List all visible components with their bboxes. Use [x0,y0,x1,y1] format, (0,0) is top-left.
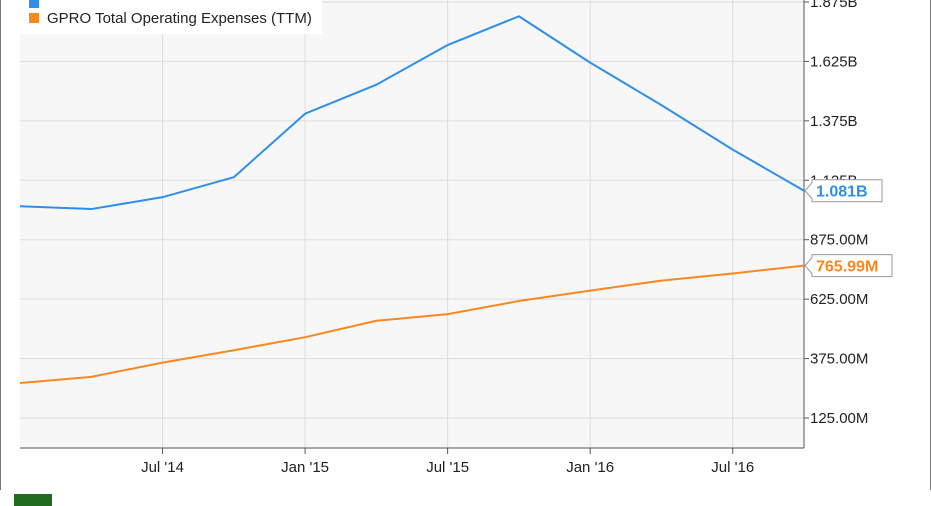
x-tick-label: Jul '15 [426,459,469,476]
x-tick-label: Jan '15 [281,459,329,476]
end-value-label: 765.99M [816,259,878,276]
chart-legend: GPRO Total Operating Expenses (TTM) [19,0,322,34]
series-line-blue [19,15,805,211]
chart-frame: Jul '14 Jan '15 Jul '15 Jan '16 Jul '16 1.875… [0,0,931,490]
line-chart: Jul '14 Jan '15 Jul '15 Jan '16 Jul '16 1.875… [19,0,893,476]
legend-label-orange: GPRO Total Operating Expenses (TTM) [47,9,312,27]
x-tick-label: Jan '16 [566,459,614,476]
y-tick-label: 625.00M [810,291,868,308]
y-tick-label: 1.875B [810,0,858,11]
y-tick-label: 1.625B [810,53,858,70]
y-tick-label: 375.00M [810,351,868,368]
x-tick-label: Jul '14 [141,459,184,476]
y-tick-label: 1.375B [810,113,858,130]
legend-entry-blue [29,0,312,8]
legend-entry-orange: GPRO Total Operating Expenses (TTM) [29,8,312,28]
series-line-orange [19,264,805,385]
end-value-label: 1.081B [816,184,868,201]
end-label-box [804,179,883,203]
end-label-box [804,254,893,278]
y-tick-label: 125.00M [810,410,868,427]
legend-swatch-blue [29,0,39,8]
plot-area [20,0,804,448]
legend-swatch-orange [29,13,39,23]
x-tick-label: Jul '16 [711,459,754,476]
ycharts-logo [14,494,52,506]
y-tick-label: 875.00M [810,232,868,249]
